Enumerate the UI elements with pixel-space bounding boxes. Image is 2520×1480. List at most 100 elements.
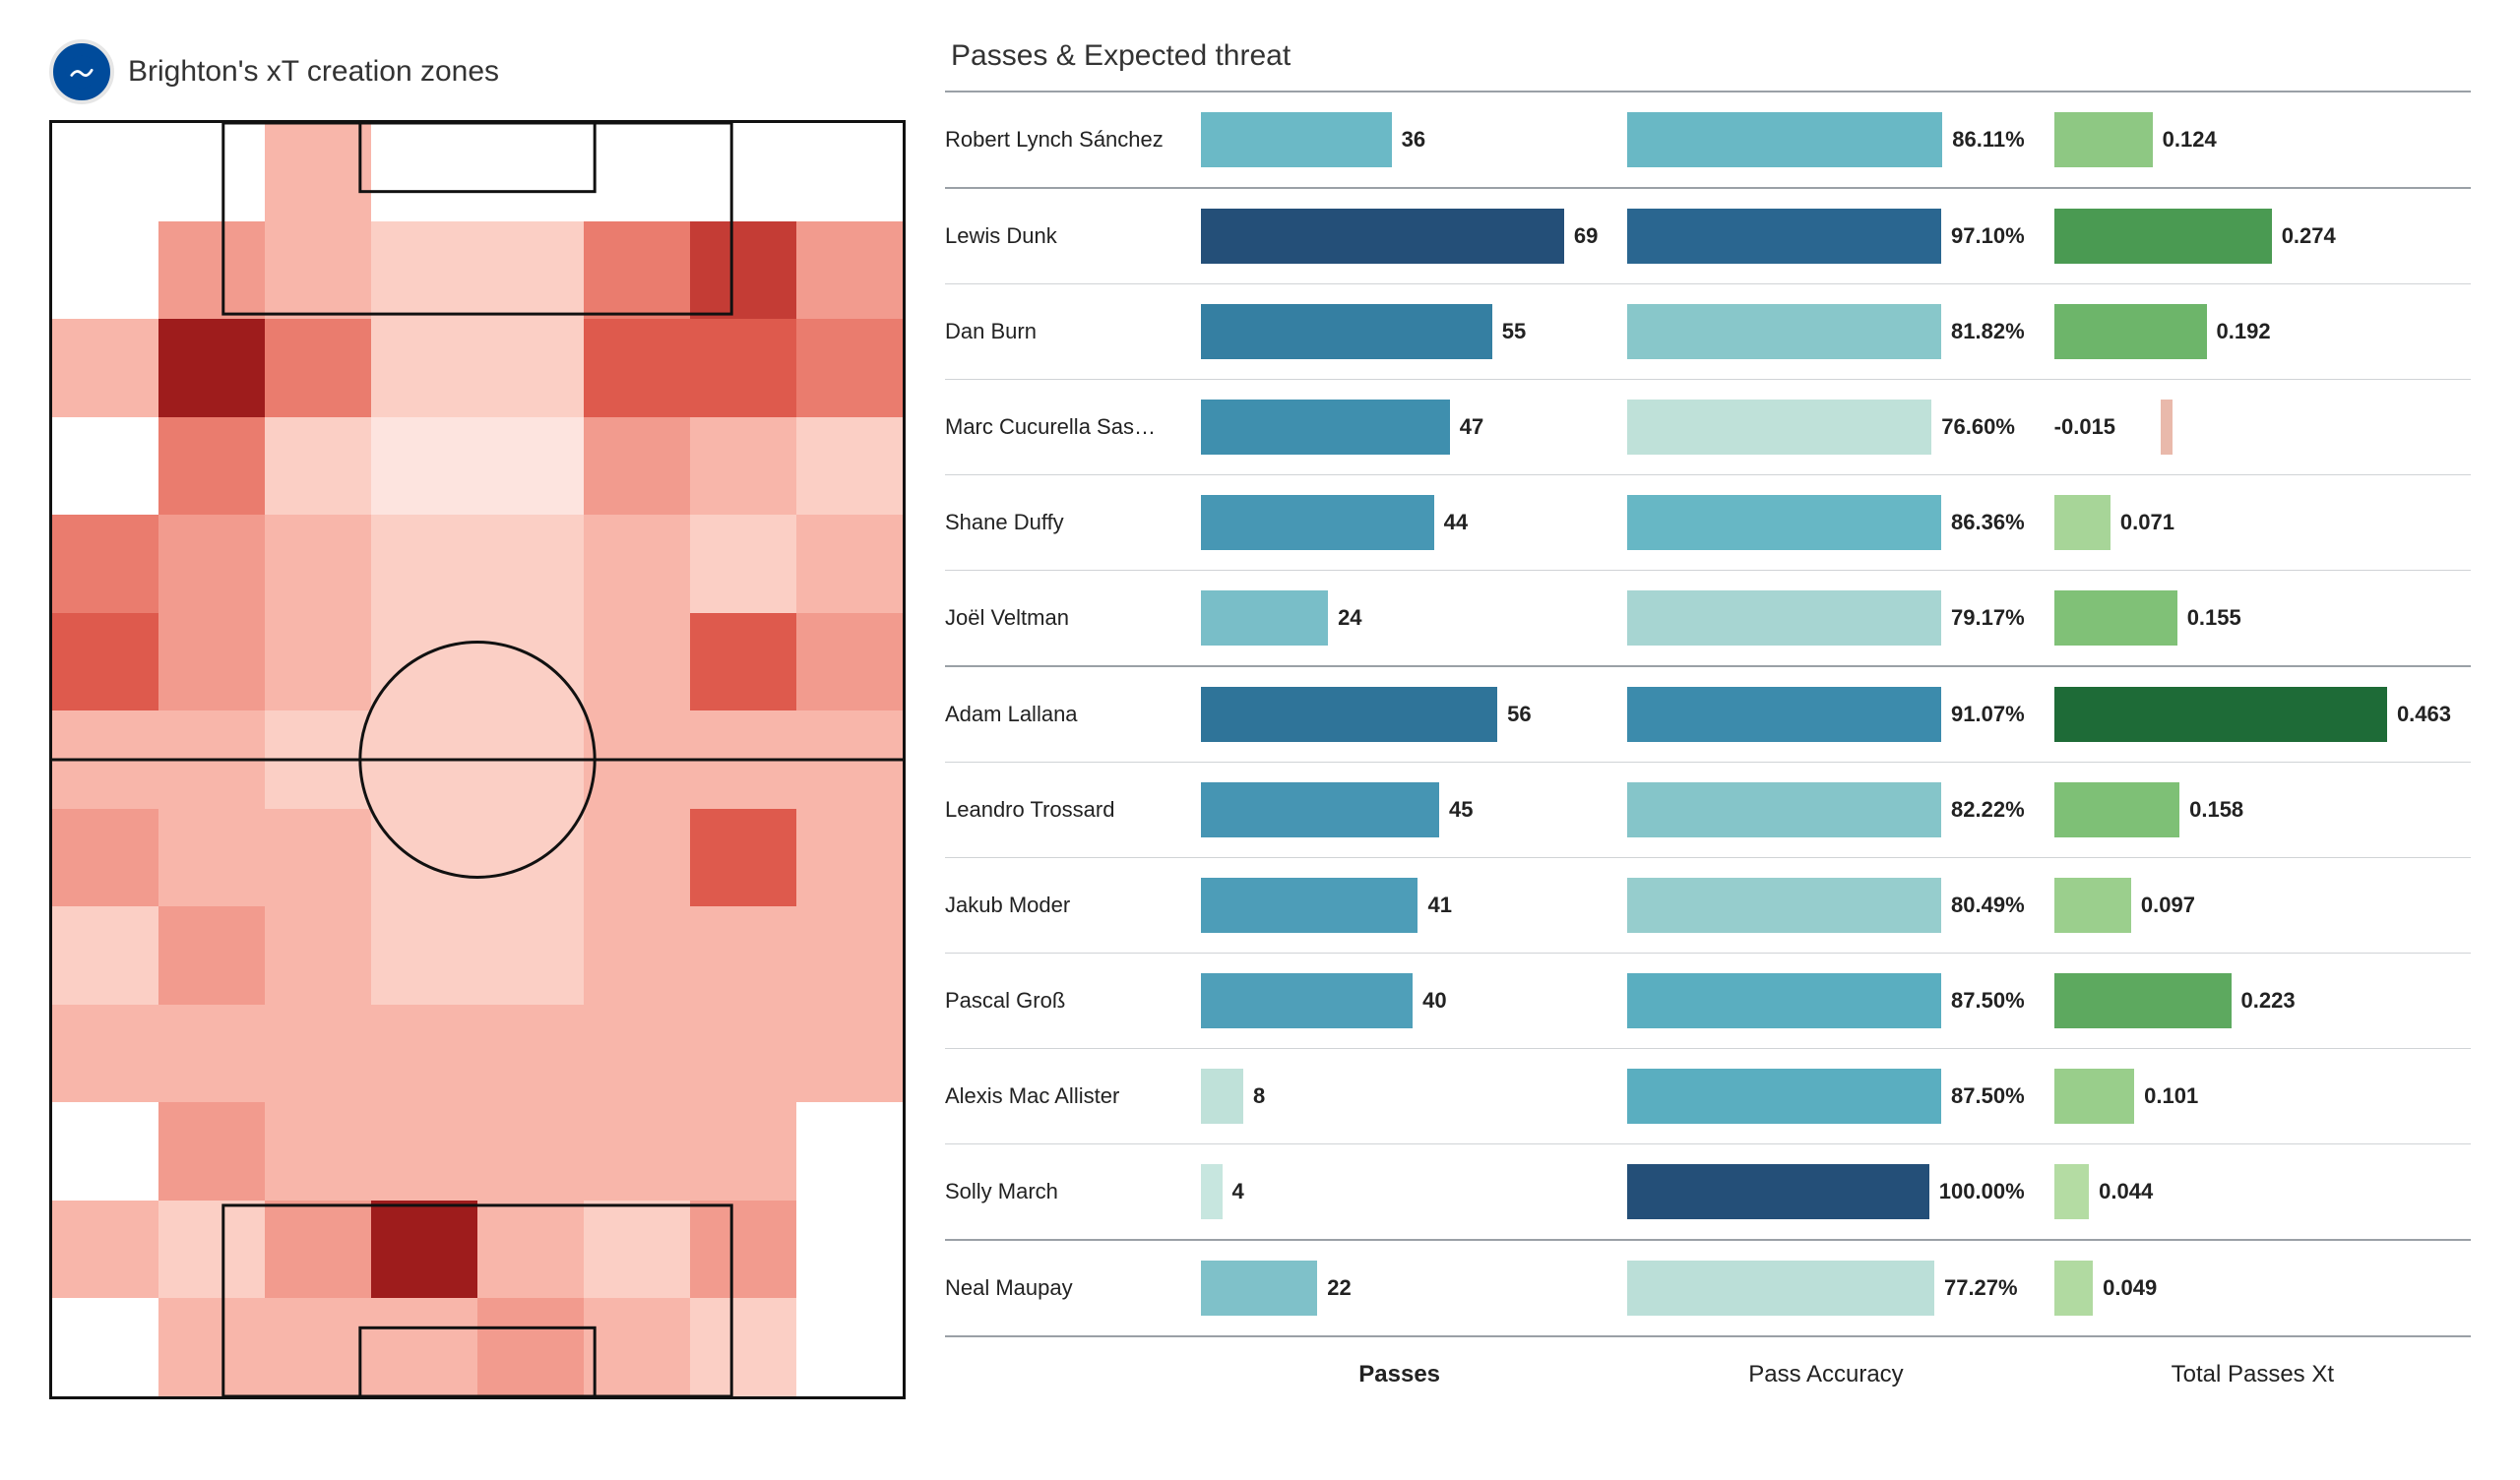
xt-bar-label: 0.158 [2189, 797, 2243, 823]
player-name: Pascal Groß [945, 988, 1171, 1014]
heatmap-cell [265, 417, 371, 516]
heatmap-cell [796, 417, 903, 516]
heatmap-cell [158, 1005, 265, 1103]
accuracy-bar [1627, 1261, 1934, 1316]
player-row: Lewis Dunk6997.10%0.274 [945, 187, 2471, 283]
passes-bar [1201, 495, 1434, 550]
accuracy-bar [1627, 400, 1931, 455]
xt-bar-cell: 0.071 [2054, 495, 2451, 550]
player-row: Neal Maupay 22 77.27% 0.049 [945, 1239, 2471, 1335]
heatmap-cell [265, 710, 371, 809]
passes-bar-cell: 44 [1201, 495, 1598, 550]
xt-bar-label: 0.071 [2120, 510, 2174, 535]
heatmap-header: Brighton's xT creation zones [49, 39, 906, 104]
xt-bar-label: 0.044 [2099, 1179, 2153, 1204]
player-name: Alexis Mac Allister [945, 1083, 1171, 1109]
accuracy-bar [1627, 973, 1941, 1028]
xt-bar [2054, 1069, 2134, 1124]
heatmap-cell [796, 221, 903, 320]
passes-bar [1201, 590, 1328, 646]
xt-bar-cell: 0.049 [2054, 1261, 2451, 1316]
accuracy-bar-label: 87.50% [1951, 988, 2025, 1014]
heatmap-cell [477, 1102, 584, 1201]
player-name: Leandro Trossard [945, 797, 1171, 823]
passes-bar-label: 45 [1449, 797, 1473, 823]
passes-bar-label: 44 [1444, 510, 1468, 535]
xt-bar-label: -0.015 [2054, 414, 2115, 440]
heatmap-cell [690, 613, 796, 711]
player-row: Pascal Groß4087.50%0.223 [945, 953, 2471, 1048]
player-name: Neal Maupay [945, 1275, 1171, 1301]
heatmap-cell [584, 319, 690, 417]
xt-bar-label: 0.274 [2282, 223, 2336, 249]
accuracy-bar [1627, 878, 1941, 933]
player-row: Jakub Moder4180.49%0.097 [945, 857, 2471, 953]
accuracy-bar-cell: 76.60% [1627, 400, 2024, 455]
passes-bar [1201, 687, 1497, 742]
passes-bar-label: 8 [1253, 1083, 1265, 1109]
accuracy-bar-label: 87.50% [1951, 1083, 2025, 1109]
xt-bar-label: 0.049 [2103, 1275, 2157, 1301]
accuracy-bar-cell: 87.50% [1627, 973, 2024, 1028]
passes-bar-cell: 8 [1201, 1069, 1598, 1124]
passes-bar-label: 47 [1460, 414, 1483, 440]
heatmap-cell [158, 1201, 265, 1299]
accuracy-bar-cell: 77.27% [1627, 1261, 2024, 1316]
heatmap-cell [52, 1201, 158, 1299]
heatmap-cell [796, 809, 903, 907]
heatmap-cell [158, 906, 265, 1005]
heatmap-cell [371, 906, 477, 1005]
accuracy-bar [1627, 1164, 1928, 1219]
heatmap-cell [52, 906, 158, 1005]
heatmap-cell [52, 123, 158, 221]
heatmap-cell [477, 809, 584, 907]
heatmap-cell [52, 1005, 158, 1103]
xt-bar [2054, 112, 2153, 167]
bars-title: Passes & Expected threat [951, 39, 2471, 73]
player-name: Lewis Dunk [945, 223, 1171, 249]
xt-bar [2161, 400, 2173, 455]
heatmap-cell [158, 221, 265, 320]
player-name: Shane Duffy [945, 510, 1171, 535]
player-name: Joël Veltman [945, 605, 1171, 631]
player-row: Leandro Trossard4582.22%0.158 [945, 762, 2471, 857]
passes-bar-label: 56 [1507, 702, 1531, 727]
accuracy-bar-cell: 79.17% [1627, 590, 2024, 646]
xt-bar [2054, 687, 2387, 742]
heatmap-cell [371, 1005, 477, 1103]
accuracy-bar-label: 80.49% [1951, 893, 2025, 918]
xt-bar [2054, 495, 2110, 550]
accuracy-bar-label: 100.00% [1939, 1179, 2025, 1204]
heatmap-cell [477, 1201, 584, 1299]
passes-bar-label: 36 [1402, 127, 1425, 153]
passes-bar-cell: 69 [1201, 209, 1598, 264]
axis-label-accuracy: Pass Accuracy [1627, 1361, 2024, 1388]
heatmap-cell [584, 1005, 690, 1103]
heatmap-cell [158, 710, 265, 809]
player-name: Adam Lallana [945, 702, 1171, 727]
heatmap-cell [584, 515, 690, 613]
heatmap-cell [477, 1005, 584, 1103]
heatmap-cell [796, 1298, 903, 1396]
heatmap-cell [584, 1102, 690, 1201]
player-row: Solly March 4 100.00% 0.044 [945, 1143, 2471, 1239]
passes-bar-label: 24 [1338, 605, 1361, 631]
heatmap-cell [477, 123, 584, 221]
heatmap-cell [796, 515, 903, 613]
xt-bar [2054, 1164, 2089, 1219]
heatmap-cell [477, 319, 584, 417]
heatmap-cell [690, 809, 796, 907]
passes-bar-label: 22 [1327, 1275, 1351, 1301]
heatmap-cell [158, 123, 265, 221]
accuracy-bar-cell: 91.07% [1627, 687, 2024, 742]
heatmap-cell [796, 123, 903, 221]
passes-bar-label: 4 [1232, 1179, 1244, 1204]
heatmap-cell [690, 1201, 796, 1299]
player-name: Solly March [945, 1179, 1171, 1204]
heatmap-cell [371, 319, 477, 417]
xt-bar-cell: 0.097 [2054, 878, 2451, 933]
heatmap-cell [265, 1005, 371, 1103]
heatmap-cell [158, 319, 265, 417]
passes-bar [1201, 400, 1450, 455]
accuracy-bar-label: 86.11% [1952, 127, 2024, 153]
